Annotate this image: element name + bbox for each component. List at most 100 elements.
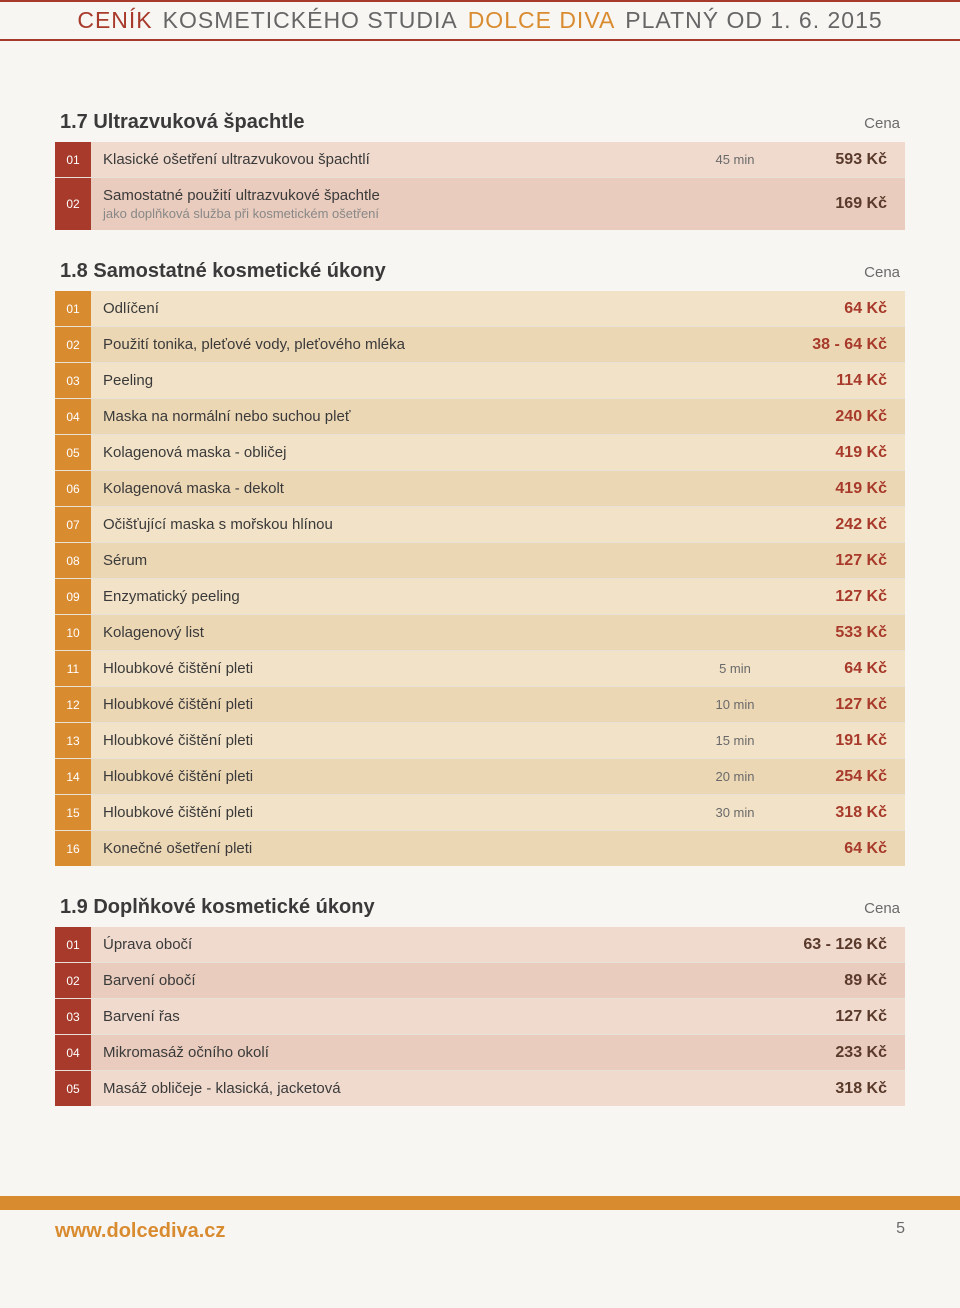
row-description-main: Očišťující maska s mořskou hlínou <box>103 516 673 533</box>
row-number: 05 <box>55 435 91 470</box>
row-number: 09 <box>55 579 91 614</box>
row-description-main: Hloubkové čištění pleti <box>103 732 673 749</box>
table-row: 08Sérum127 Kč <box>55 543 905 579</box>
row-body: Sérum127 Kč <box>91 543 905 578</box>
header-part3: DOLCE DIVA <box>468 7 616 34</box>
row-number: 02 <box>55 178 91 230</box>
table-row: 11Hloubkové čištění pleti5 min64 Kč <box>55 651 905 687</box>
table-row: 15Hloubkové čištění pleti30 min318 Kč <box>55 795 905 831</box>
section-header: 1.8 Samostatné kosmetické úkonyCena <box>55 260 905 283</box>
row-number: 08 <box>55 543 91 578</box>
row-description-main: Kolagenový list <box>103 624 673 641</box>
row-price: 191 Kč <box>785 723 905 758</box>
row-description: Barvení řas <box>91 999 685 1034</box>
price-table: 01Úprava obočí63 - 126 Kč02Barvení obočí… <box>55 927 905 1106</box>
row-duration <box>685 579 785 614</box>
table-row: 06Kolagenová maska - dekolt419 Kč <box>55 471 905 507</box>
row-description: Hloubkové čištění pleti <box>91 723 685 758</box>
row-price: 419 Kč <box>785 435 905 470</box>
row-number: 04 <box>55 1035 91 1070</box>
row-description: Očišťující maska s mořskou hlínou <box>91 507 685 542</box>
row-number: 10 <box>55 615 91 650</box>
row-description-main: Kolagenová maska - dekolt <box>103 480 673 497</box>
row-price: 127 Kč <box>785 687 905 722</box>
price-table: 01Klasické ošetření ultrazvukovou špacht… <box>55 142 905 230</box>
row-number: 01 <box>55 291 91 326</box>
row-body: Kolagenová maska - dekolt 419 Kč <box>91 471 905 506</box>
row-body: Konečné ošetření pleti 64 Kč <box>91 831 905 866</box>
table-row: 05 Kolagenová maska - obličej 419 Kč <box>55 435 905 471</box>
row-number: 03 <box>55 999 91 1034</box>
section-price-label: Cena <box>864 115 900 132</box>
row-body: Mikromasáž očního okolí233 Kč <box>91 1035 905 1070</box>
row-body: Barvení řas127 Kč <box>91 999 905 1034</box>
row-description: Kolagenová maska - dekolt <box>91 471 685 506</box>
row-number: 03 <box>55 363 91 398</box>
row-duration: 45 min <box>685 142 785 177</box>
row-body: Hloubkové čištění pleti 20 min254 Kč <box>91 759 905 794</box>
table-row: 14 Hloubkové čištění pleti 20 min254 Kč <box>55 759 905 795</box>
row-duration <box>685 178 785 230</box>
section-price-label: Cena <box>864 900 900 917</box>
row-body: Samostatné použití ultrazvukové špachtle… <box>91 178 905 230</box>
row-description: Hloubkové čištění pleti <box>91 687 685 722</box>
row-body: Peeling114 Kč <box>91 363 905 398</box>
row-number: 02 <box>55 963 91 998</box>
page-content: 1.7 Ultrazvuková špachtleCena01Klasické … <box>0 41 960 1146</box>
row-price: 233 Kč <box>785 1035 905 1070</box>
row-description-main: Barvení obočí <box>103 972 673 989</box>
row-description-main: Kolagenová maska - obličej <box>103 444 673 461</box>
row-duration <box>685 363 785 398</box>
row-number: 01 <box>55 927 91 962</box>
row-description: Peeling <box>91 363 685 398</box>
table-row: 05Masáž obličeje - klasická, jacketová31… <box>55 1071 905 1106</box>
row-price: 254 Kč <box>785 759 905 794</box>
footer-page-number: 5 <box>896 1220 905 1243</box>
row-body: Enzymatický peeling127 Kč <box>91 579 905 614</box>
row-number: 05 <box>55 1071 91 1106</box>
row-duration: 15 min <box>685 723 785 758</box>
row-price: 419 Kč <box>785 471 905 506</box>
row-description: Konečné ošetření pleti <box>91 831 685 866</box>
row-duration: 20 min <box>685 759 785 794</box>
row-duration <box>685 1035 785 1070</box>
row-price: 127 Kč <box>785 579 905 614</box>
row-description-main: Hloubkové čištění pleti <box>103 804 673 821</box>
row-body: Barvení obočí89 Kč <box>91 963 905 998</box>
table-row: 07Očišťující maska s mořskou hlínou242 K… <box>55 507 905 543</box>
row-number: 04 <box>55 399 91 434</box>
row-duration <box>685 327 785 362</box>
row-description-main: Samostatné použití ultrazvukové špachtle <box>103 187 673 204</box>
row-number: 07 <box>55 507 91 542</box>
row-duration <box>685 471 785 506</box>
row-price: 64 Kč <box>785 831 905 866</box>
row-price: 240 Kč <box>785 399 905 434</box>
table-row: 03Peeling114 Kč <box>55 363 905 399</box>
row-number: 16 <box>55 831 91 866</box>
row-body: Odlíčení64 Kč <box>91 291 905 326</box>
row-body: Hloubkové čištění pleti10 min127 Kč <box>91 687 905 722</box>
row-body: Hloubkové čištění pleti30 min318 Kč <box>91 795 905 830</box>
row-duration <box>685 291 785 326</box>
row-description-main: Barvení řas <box>103 1008 673 1025</box>
row-description-main: Maska na normální nebo suchou pleť <box>103 408 673 425</box>
row-number: 13 <box>55 723 91 758</box>
section-title: 1.9 Doplňkové kosmetické úkony <box>60 896 375 919</box>
table-row: 04Mikromasáž očního okolí233 Kč <box>55 1035 905 1071</box>
row-number: 14 <box>55 759 91 794</box>
table-row: 01Úprava obočí63 - 126 Kč <box>55 927 905 963</box>
row-description-main: Hloubkové čištění pleti <box>103 768 673 785</box>
row-description: Hloubkové čištění pleti <box>91 795 685 830</box>
row-duration <box>685 507 785 542</box>
table-row: 02Samostatné použití ultrazvukové špacht… <box>55 178 905 230</box>
row-price: 64 Kč <box>785 651 905 686</box>
row-body: Úprava obočí63 - 126 Kč <box>91 927 905 962</box>
row-price: 533 Kč <box>785 615 905 650</box>
row-description-main: Masáž obličeje - klasická, jacketová <box>103 1080 673 1097</box>
row-number: 15 <box>55 795 91 830</box>
row-body: Masáž obličeje - klasická, jacketová318 … <box>91 1071 905 1106</box>
row-number: 11 <box>55 651 91 686</box>
row-number: 02 <box>55 327 91 362</box>
row-duration: 5 min <box>685 651 785 686</box>
table-row: 04 Maska na normální nebo suchou pleť 240 … <box>55 399 905 435</box>
